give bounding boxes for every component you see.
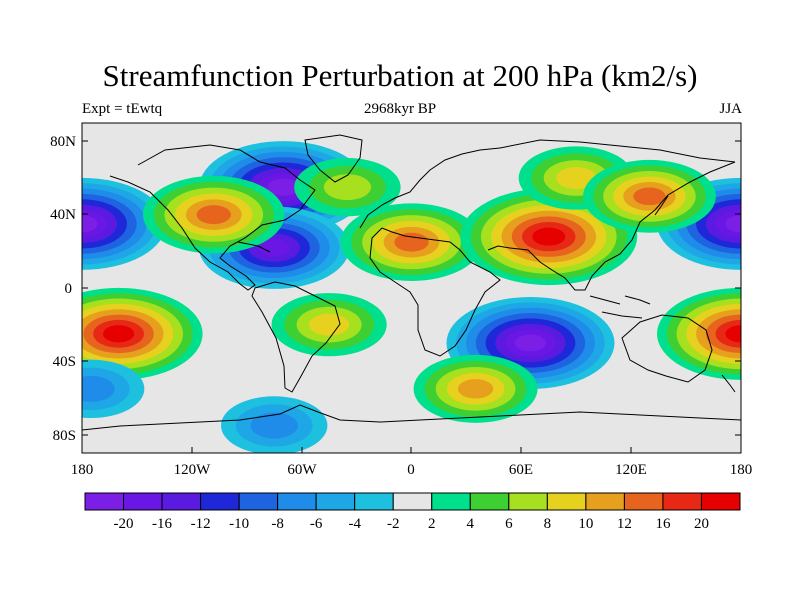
colorbar-labels: -20 -16 -12 -10 -8 -6 -4 -2 2 4 6 8 10 12 16 20 <box>114 516 709 532</box>
europe-africa-coastline <box>359 147 501 357</box>
antarctic-low-contour-6 <box>250 412 298 439</box>
southern-ocean-high-contour-10 <box>457 379 494 399</box>
australia-coastline <box>621 314 713 383</box>
south-atlantic-high-contour-8 <box>309 313 350 336</box>
japan-coastline <box>654 195 669 216</box>
south-atlantic-high-anomaly <box>271 293 387 357</box>
north-pacific-low-east-contour-20 <box>725 215 741 233</box>
colorbar-swatch-17 <box>700 492 741 511</box>
hudson-low-contour-20 <box>267 178 299 196</box>
greenland-coastline <box>304 134 363 183</box>
colorbar-swatch-7 <box>315 492 356 511</box>
lat-label-40s: 40S <box>53 354 76 370</box>
time-label: 2968kyr BP <box>363 101 437 117</box>
colorbar-label-14: 12 <box>617 516 632 532</box>
contour-field <box>82 123 741 453</box>
southern-pacific-low-anomaly <box>82 359 145 419</box>
east-asia-high-anomaly <box>583 159 716 233</box>
colorbar-swatch-1 <box>84 492 125 511</box>
lat-label-80n: 80N <box>50 134 76 150</box>
antarctic-low-anomaly <box>221 396 328 453</box>
anomaly-layer <box>82 141 741 453</box>
southern-pacific-low-contour-6 <box>82 375 115 402</box>
colorbar-swatch-5 <box>238 492 279 511</box>
siberia-high-contour-8 <box>556 167 597 189</box>
colorbar-label-5: -8 <box>271 516 284 532</box>
colorbar-label-10: 4 <box>467 516 475 532</box>
colorbar-swatch-11 <box>469 492 510 511</box>
colorbar-label-3: -12 <box>191 516 211 532</box>
south-america-coastline <box>251 281 341 393</box>
caribbean-low-contour-16 <box>258 238 291 257</box>
south-pacific-high-contour-20 <box>102 325 135 343</box>
mexico-high-anomaly <box>143 175 285 254</box>
cuba-coastline <box>237 241 271 253</box>
lon-label-60w: 60W <box>287 462 317 478</box>
colorbar-label-6: -6 <box>310 516 323 532</box>
axis-ticks <box>81 140 742 453</box>
asia-coastline <box>487 139 736 291</box>
map-title: Streamfunction Perturbation at 200 hPa (… <box>102 58 698 93</box>
southern-ocean-high-anomaly <box>413 354 538 423</box>
north-pacific-low-anomaly <box>82 177 166 270</box>
colorbar-label-4: -10 <box>229 516 249 532</box>
south-indian-low-contour-20 <box>514 334 547 352</box>
colorbar-label-2: -16 <box>152 516 172 532</box>
north-america-coastline <box>109 144 316 291</box>
colorbar-swatch-12 <box>508 492 548 511</box>
colorbar-swatch-8 <box>354 492 394 511</box>
colorbar-label-12: 8 <box>544 516 552 532</box>
season-label: JJA <box>719 101 742 117</box>
southwest-pacific-high-anomaly <box>657 287 741 380</box>
lat-label-40n: 40N <box>50 207 76 223</box>
colorbar-swatch-15 <box>623 492 664 511</box>
southwest-pacific-high-contour-20 <box>725 325 741 343</box>
colorbar-swatch-14 <box>585 492 625 511</box>
experiment-label: Expt = tEwtq <box>82 101 163 117</box>
colorbar-label-1: -20 <box>114 516 134 532</box>
antarctica-coastline <box>82 404 741 431</box>
caribbean-low-anomaly <box>199 206 350 289</box>
sahara-high-contour-12 <box>394 232 429 252</box>
colorbar <box>84 492 741 511</box>
north-atlantic-high-contour-6 <box>323 174 372 201</box>
south-pacific-high-anomaly <box>82 287 203 380</box>
lon-label-0: 0 <box>407 462 415 478</box>
coastlines <box>82 134 741 431</box>
lon-label-60e: 60E <box>509 462 533 478</box>
colorbar-label-13: 10 <box>578 516 593 532</box>
mexico-high-contour-12 <box>196 205 231 225</box>
colorbar-label-7: -4 <box>348 516 361 532</box>
colorbar-label-16: 20 <box>694 516 709 532</box>
east-asia-high-contour-12 <box>633 187 666 206</box>
indonesia-coastline <box>589 295 651 319</box>
lon-label-180e: 180 <box>730 462 753 478</box>
new-zealand-coastline <box>721 374 736 393</box>
sahara-high-anomaly <box>340 203 483 281</box>
colorbar-label-8: -2 <box>387 516 400 532</box>
colorbar-swatch-4 <box>200 492 240 511</box>
colorbar-swatch-9 <box>392 492 433 511</box>
colorbar-swatch-3 <box>161 492 202 511</box>
colorbar-swatch-6 <box>277 492 317 511</box>
colorbar-swatch-13 <box>546 492 587 511</box>
tibetan-high-anomaly <box>460 188 638 286</box>
colorbar-label-11: 6 <box>505 516 513 532</box>
lat-label-80s: 80S <box>53 428 76 444</box>
lon-label-120e: 120E <box>615 462 647 478</box>
lon-label-120w: 120W <box>174 462 212 478</box>
latitude-labels: 80N 40N 0 40S 80S <box>50 134 76 444</box>
north-pacific-low-contour-20 <box>82 215 98 233</box>
colorbar-swatch-10 <box>431 492 471 511</box>
colorbar-label-15: 16 <box>655 516 671 532</box>
colorbar-swatch-16 <box>662 492 702 511</box>
longitude-labels: 180 120W 60W 0 60E 120E 180 <box>71 462 753 478</box>
colorbar-swatch-2 <box>123 492 163 511</box>
colorbar-label-9: 2 <box>428 516 436 532</box>
tibetan-high-contour-20 <box>532 227 566 246</box>
lat-label-eq: 0 <box>65 281 73 297</box>
lon-label-180w: 180 <box>71 462 94 478</box>
